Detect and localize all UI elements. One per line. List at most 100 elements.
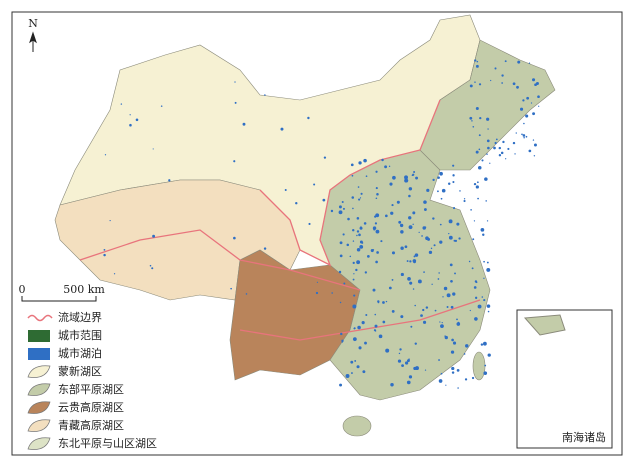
lake-dot [399, 223, 404, 228]
lake-dot [422, 320, 427, 324]
lake-dot [376, 251, 379, 254]
lake-dot [475, 150, 479, 154]
lake-dot [404, 178, 409, 183]
lake-dot [342, 233, 345, 236]
lake-dot [525, 135, 528, 138]
lake-dot [362, 370, 366, 374]
lake-dot [374, 222, 378, 225]
lake-dot [438, 379, 443, 383]
lake-dot [377, 301, 380, 304]
lake-dot [381, 158, 384, 162]
lake-dot [484, 177, 488, 181]
legend-label: 城市范围 [58, 328, 102, 342]
legend-label: 蒙新湖区 [58, 364, 102, 378]
lake-dot [526, 96, 530, 100]
lake-dot [414, 342, 417, 345]
lake-dot [149, 264, 152, 267]
legend-swatch [28, 330, 50, 342]
basin-boundary [79, 229, 361, 291]
lake-dot [357, 325, 361, 330]
lake-dot [412, 288, 415, 290]
lake-dot [438, 359, 440, 361]
lake-dot [486, 267, 491, 272]
lake-dot [385, 214, 388, 218]
lake-dot [339, 254, 343, 258]
lake-dot [353, 273, 355, 275]
lake-dot [415, 176, 418, 180]
lake-dot [103, 248, 106, 251]
lake-dot [233, 160, 236, 163]
legend-label: 流域边界 [58, 310, 102, 324]
lake-dot [382, 301, 385, 304]
lake-dot [408, 375, 413, 379]
lake-dot [365, 175, 368, 178]
lake-dot [372, 288, 376, 292]
lake-dot [399, 348, 402, 351]
lake-dot [352, 337, 357, 342]
lake-dot [359, 197, 362, 199]
lake-dot [363, 222, 367, 225]
lake-dot [347, 217, 350, 221]
lake-dot [354, 360, 357, 362]
lake-dot [465, 344, 469, 348]
lake-dot [486, 117, 490, 121]
lake-dot [359, 240, 363, 244]
lake-dot [338, 270, 342, 274]
lake-dot [528, 62, 531, 64]
lake-dot [534, 83, 537, 87]
lake-dot [487, 146, 490, 150]
lake-dot [375, 187, 378, 190]
lake-dot [456, 322, 461, 326]
lake-dot [477, 165, 482, 170]
lake-dot [357, 186, 360, 188]
lake-dot [452, 206, 456, 210]
lake-dot [476, 181, 479, 184]
lake-dot [308, 222, 311, 226]
lake-dot [389, 182, 393, 186]
lake-dot [109, 219, 111, 222]
lake-dot [487, 128, 489, 130]
lake-dot [463, 353, 466, 355]
lake-dot [407, 359, 410, 363]
lake-dot [448, 219, 453, 224]
lake-dot [476, 60, 479, 63]
lake-dot [353, 327, 356, 330]
lake-dot [519, 107, 524, 111]
lake-dot [342, 207, 345, 210]
lake-dot [350, 360, 354, 364]
lake-dot [485, 200, 487, 202]
inset-label: 南海诸岛 [562, 430, 606, 444]
lake-dot [487, 310, 490, 313]
lake-dot [358, 346, 362, 350]
lake-dot [234, 101, 237, 104]
lake-dot [433, 244, 436, 247]
lake-dot [364, 271, 368, 274]
lake-dot [264, 94, 266, 96]
lake-dot [375, 197, 378, 200]
lake-dot [495, 138, 498, 141]
lake-dot [396, 200, 400, 204]
lake-dot [358, 161, 362, 165]
lake-dot [454, 272, 456, 275]
lake-dot [295, 201, 298, 205]
lake-dot [104, 154, 107, 156]
lake-dot [242, 122, 246, 126]
lake-dot [451, 371, 455, 374]
lake-dot [472, 125, 475, 128]
lake-dot [437, 190, 439, 193]
lake-dot [450, 350, 455, 354]
lake-dot [375, 170, 378, 173]
lake-dot [413, 255, 416, 258]
lake-dot [443, 286, 448, 291]
lake-dot [532, 78, 536, 82]
lake-dot [376, 192, 379, 196]
lake-dot [406, 260, 409, 263]
lake-dot [411, 174, 414, 177]
lake-dot [113, 273, 116, 275]
lake-dot [390, 211, 394, 215]
lake-dot [475, 281, 478, 284]
inset-frame [516, 309, 613, 449]
legend-swatch [27, 365, 51, 378]
basin-boundary [239, 299, 481, 341]
